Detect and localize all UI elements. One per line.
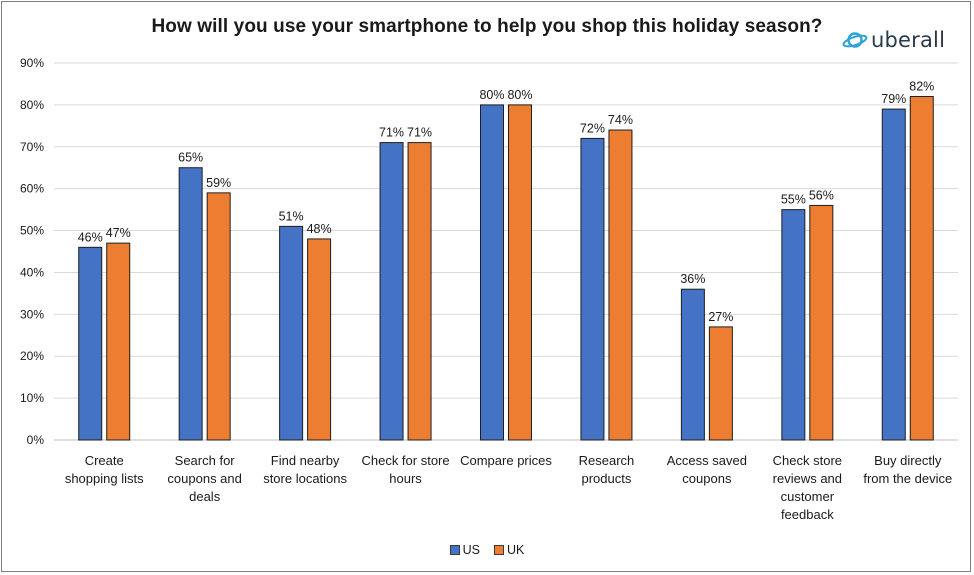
x-tick-label-line: Create [84, 453, 124, 468]
x-tick-label-line: coupons [682, 471, 732, 486]
bar-us [178, 167, 203, 441]
bar-uk [708, 326, 733, 441]
legend-swatch [494, 545, 504, 555]
x-tick-label-line: Search for [174, 453, 235, 468]
data-labels: 46% 65% 51% 71% 80% 72% 36% 55% 79% 47% 59% 48% 71% 8… [78, 80, 935, 324]
data-label: 27% [708, 310, 733, 324]
bar-uk [508, 104, 532, 441]
bar-uk [106, 242, 131, 441]
legend-label: UK [507, 543, 525, 557]
bar-uk [407, 142, 432, 441]
y-tick-label: 0% [27, 433, 45, 447]
x-tick-label: Check store reviews and customer feedback [757, 452, 857, 524]
chart-title: How will you use your smartphone to help… [151, 16, 823, 37]
gridlines [54, 62, 958, 441]
data-label: 65% [178, 151, 203, 165]
x-tick-label-line: Research [578, 453, 635, 468]
bar-us [480, 104, 504, 441]
bars [78, 96, 934, 441]
y-tick-label: 30% [20, 307, 44, 321]
bar-us [78, 246, 103, 441]
x-tick-label-line: hours [389, 471, 422, 486]
bar-uk [307, 238, 332, 441]
legend-label: US [462, 543, 480, 557]
y-axis: 0% 10% 20% 30% 40% 50% 60% 70% 80% 90% [20, 56, 44, 447]
x-tick-label-line: products [581, 471, 632, 486]
y-tick-label: 60% [20, 182, 44, 196]
planet-icon [842, 32, 868, 48]
x-tick-label-line: Check for store [361, 453, 450, 468]
bar-us [379, 142, 404, 441]
data-label: 80% [507, 88, 532, 102]
legend: US UK [0, 543, 974, 557]
x-tick-label-line: Compare prices [460, 453, 552, 468]
bar-us [680, 288, 705, 441]
data-label: 36% [680, 272, 705, 286]
y-tick-label: 90% [20, 56, 44, 70]
y-tick-label: 40% [20, 265, 44, 279]
x-tick-label: Access saved coupons [657, 452, 757, 488]
y-tick-label: 50% [20, 224, 44, 238]
data-label: 71% [379, 126, 404, 140]
x-tick-label: Buy directly from the device [858, 452, 958, 488]
bar-us [279, 225, 304, 441]
bar-us [881, 108, 906, 441]
x-tick-label-line: customer [780, 489, 835, 504]
x-tick-label: Create shopping lists [54, 452, 154, 488]
x-tick-label-line: feedback [780, 507, 834, 522]
x-tick-label-line: coupons and [167, 471, 242, 486]
data-label: 82% [909, 80, 934, 94]
brand-logo: uberall [842, 26, 945, 54]
y-tick-label: 10% [20, 391, 44, 405]
x-tick-label: Search for coupons and deals [155, 452, 255, 506]
x-tick-label-line: deals [189, 489, 221, 504]
legend-item-uk: UK [494, 543, 524, 557]
x-tick-label: Find nearby store locations [255, 452, 355, 488]
data-label: 80% [479, 88, 504, 102]
legend-item-us: US [449, 543, 480, 557]
x-tick-label-line: Find nearby [270, 453, 340, 468]
x-tick-label-line: Buy directly [874, 453, 942, 468]
data-label: 51% [279, 209, 304, 223]
x-tick-label-line: reviews and [772, 471, 843, 486]
x-tick-label: Compare prices [456, 452, 556, 470]
x-tick-label-line: shopping lists [64, 471, 144, 486]
data-label: 56% [809, 188, 834, 202]
data-label: 79% [881, 92, 906, 106]
bar-uk [809, 204, 834, 441]
y-tick-label: 70% [20, 140, 44, 154]
data-label: 71% [407, 126, 432, 140]
data-label: 59% [206, 176, 231, 190]
bar-us [580, 137, 605, 441]
y-tick-label: 80% [20, 98, 44, 112]
data-label: 72% [580, 121, 605, 135]
data-label: 48% [307, 222, 332, 236]
legend-swatch [449, 545, 460, 555]
data-label: 47% [106, 226, 131, 240]
x-tick-label: Check for store hours [356, 452, 456, 488]
data-label: 55% [781, 193, 806, 207]
y-tick-label: 20% [20, 349, 44, 363]
bar-uk [909, 96, 934, 441]
data-label: 74% [608, 113, 633, 127]
bar-uk [608, 129, 633, 441]
data-label: 46% [78, 230, 103, 244]
x-tick-label-line: Access saved [666, 453, 747, 468]
x-tick-label-line: store locations [263, 471, 348, 486]
x-tick-label: Research products [556, 452, 656, 488]
bar-uk [206, 192, 231, 441]
x-tick-label-line: from the device [863, 471, 953, 486]
bar-us [781, 209, 806, 441]
x-tick-label-line: Check store [772, 453, 843, 468]
brand-name: uberall [871, 28, 946, 52]
